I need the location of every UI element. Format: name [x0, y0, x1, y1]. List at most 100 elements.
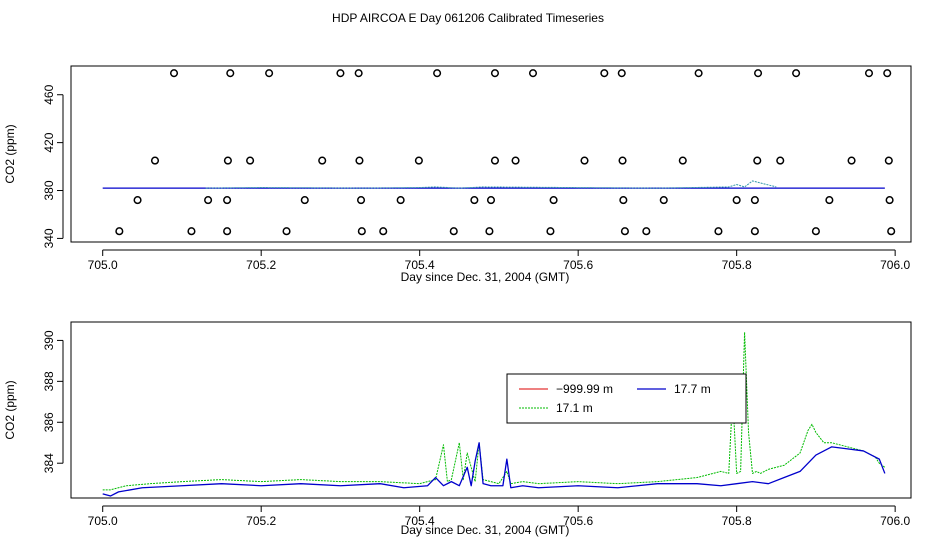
top-x-tick-label: 705.0 — [88, 258, 118, 272]
top-data-point — [600, 69, 609, 78]
top-data-point — [847, 156, 856, 165]
bottom-y-tick-label: 390 — [42, 330, 56, 350]
top-data-point — [776, 156, 785, 165]
top-data-point — [549, 196, 558, 205]
top-data-point — [620, 227, 629, 236]
legend-box — [506, 373, 747, 424]
bottom-y-tick-label: 388 — [42, 371, 56, 391]
bottom-series-2-line — [102, 442, 886, 497]
top-data-point — [265, 69, 274, 78]
top-data-point — [528, 69, 538, 78]
top-data-point — [354, 69, 363, 78]
top-data-point — [511, 156, 520, 165]
top-data-point — [223, 227, 232, 236]
bottom-plot-frame — [70, 321, 912, 499]
bottom-x-tick-label: 705.8 — [722, 514, 752, 528]
legend-label-series-1: −999.99 m — [556, 382, 613, 396]
top-data-point — [811, 227, 820, 236]
top-panel: 705.0 705.2 705.4 705.6 705.8 706.0 340 380 420… — [3, 65, 912, 284]
top-data-point — [433, 69, 442, 78]
top-data-point — [490, 156, 500, 165]
top-data-point — [246, 156, 255, 165]
figure-title: HDP AIRCOA E Day 061206 Calibrated Times… — [332, 11, 604, 25]
top-data-point — [714, 227, 723, 236]
top-data-point — [580, 156, 589, 165]
top-data-point — [885, 196, 894, 205]
top-data-point — [318, 156, 327, 165]
bottom-x-tick-label: 705.6 — [563, 514, 593, 528]
top-y-tick-label: 460 — [42, 84, 56, 104]
top-data-point — [115, 227, 124, 236]
top-data-point — [169, 69, 179, 78]
top-x-axis: 705.0 705.2 705.4 705.6 705.8 706.0 — [88, 249, 910, 272]
top-data-point — [300, 196, 309, 205]
bottom-panel: 705.0 705.2 705.4 705.6 705.8 706.0 384 386 388… — [3, 321, 912, 537]
bottom-y-axis: 384 386 388 390 — [42, 330, 64, 473]
legend-label-series-2: 17.7 m — [674, 382, 711, 396]
top-series-group — [102, 180, 885, 189]
bottom-y-tick-label: 386 — [42, 412, 56, 432]
top-data-point — [887, 227, 896, 236]
top-y-axis-label: CO2 (ppm) — [3, 124, 17, 183]
top-data-point — [792, 69, 801, 78]
top-data-point — [694, 69, 703, 78]
bottom-y-tick-label: 384 — [42, 453, 56, 473]
top-data-point — [414, 156, 423, 165]
top-data-point — [750, 227, 759, 236]
top-data-point — [864, 69, 874, 78]
bottom-x-tick-label: 706.0 — [880, 514, 910, 528]
top-data-point — [884, 156, 893, 165]
top-data-point — [357, 227, 366, 236]
top-variation-series — [205, 180, 777, 189]
top-data-point — [750, 196, 759, 205]
top-x-tick-label: 706.0 — [880, 258, 910, 272]
top-data-point — [282, 227, 291, 236]
bottom-x-tick-label: 705.2 — [246, 514, 276, 528]
top-x-tick-label: 705.2 — [246, 258, 276, 272]
top-y-tick-label: 380 — [42, 180, 56, 200]
top-data-point — [618, 156, 627, 165]
top-data-point — [486, 196, 496, 205]
top-data-point — [825, 196, 834, 205]
top-data-point — [150, 156, 160, 165]
top-data-point — [659, 196, 668, 205]
bottom-x-axis: 705.0 705.2 705.4 705.6 705.8 706.0 — [88, 505, 910, 528]
top-data-point — [133, 196, 142, 205]
bottom-series-3-line — [102, 331, 886, 491]
top-data-point — [490, 69, 500, 78]
top-data-point — [470, 196, 479, 205]
top-x-tick-label: 705.8 — [722, 258, 752, 272]
top-data-point — [449, 227, 458, 236]
top-x-axis-label: Day since Dec. 31, 2004 (GMT) — [401, 270, 570, 284]
top-data-point — [223, 196, 232, 205]
bottom-x-axis-label: Day since Dec. 31, 2004 (GMT) — [401, 523, 570, 537]
top-data-point — [223, 156, 232, 165]
bottom-series-group — [102, 331, 886, 497]
top-points-group — [115, 69, 896, 236]
top-data-point — [732, 196, 741, 205]
top-data-point — [226, 69, 235, 78]
top-data-point — [187, 227, 196, 236]
bottom-x-tick-label: 705.4 — [405, 514, 435, 528]
bottom-y-axis-label: CO2 (ppm) — [3, 380, 17, 439]
top-data-point — [546, 227, 555, 236]
legend: −999.99 m 17.7 m 17.1 m — [506, 373, 747, 424]
top-data-point — [204, 196, 213, 205]
top-data-point — [379, 227, 388, 236]
top-data-point — [396, 196, 405, 205]
top-data-point — [485, 227, 494, 236]
top-data-point — [619, 196, 628, 205]
top-y-tick-label: 420 — [42, 132, 56, 152]
top-plot-frame — [70, 65, 912, 243]
top-data-point — [754, 69, 763, 78]
top-x-tick-label: 705.4 — [405, 258, 435, 272]
top-data-point — [617, 69, 626, 78]
top-data-point — [355, 156, 364, 165]
top-data-point — [642, 227, 651, 236]
top-data-point — [883, 69, 892, 78]
bottom-x-tick-label: 705.0 — [88, 514, 118, 528]
top-data-point — [356, 196, 366, 205]
top-y-axis: 340 380 420 460 — [42, 84, 64, 248]
top-data-point — [336, 69, 345, 78]
